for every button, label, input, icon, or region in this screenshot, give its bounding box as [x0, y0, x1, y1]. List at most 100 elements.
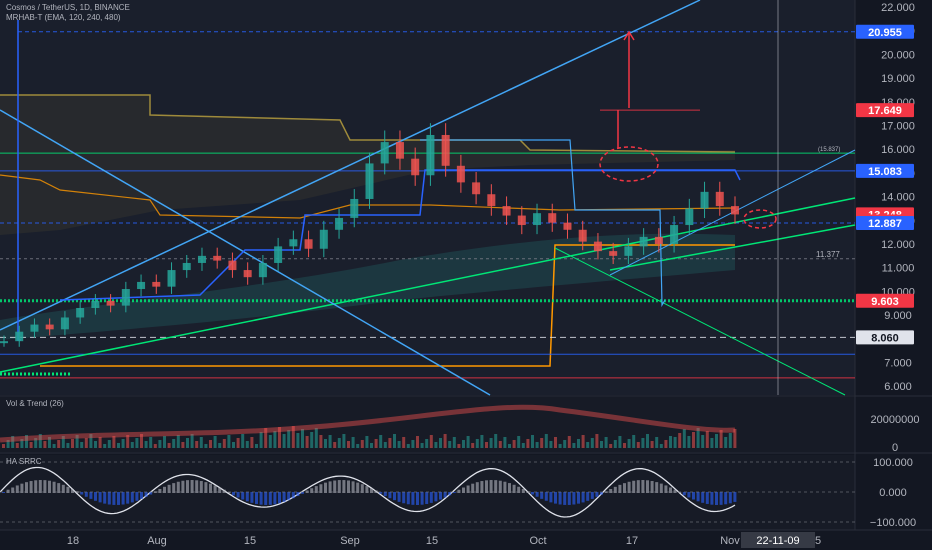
volume-bar — [347, 441, 350, 448]
oscillator-histogram — [370, 488, 373, 493]
volume-label[interactable]: Vol & Trend (26) — [6, 399, 64, 408]
price-label-text: 15.083 — [868, 166, 902, 178]
oscillator-histogram — [112, 492, 116, 505]
oscillator-histogram — [135, 492, 139, 501]
volume-bar — [673, 437, 677, 448]
volume-bar — [485, 442, 488, 448]
price-tick-label: 16.000 — [881, 144, 915, 156]
volume-bar — [374, 439, 378, 448]
candle-body — [578, 229, 587, 242]
volume-bar — [163, 436, 166, 448]
oscillator-histogram — [531, 492, 534, 495]
volume-bar — [627, 439, 631, 448]
time-tick-label: Nov — [720, 535, 740, 547]
volume-bar — [489, 438, 493, 448]
oscillator-histogram — [402, 492, 406, 504]
oscillator-histogram — [508, 483, 511, 493]
oscillator-histogram — [204, 482, 208, 493]
candle-body — [365, 163, 374, 199]
volume-tick-label: 20000000 — [871, 414, 920, 426]
oscillator-tick-label: 0.000 — [879, 487, 907, 499]
oscillator-histogram — [549, 492, 553, 503]
candlesticks — [0, 123, 739, 347]
oscillator-histogram — [724, 492, 728, 505]
price-label-text: 12.887 — [868, 218, 902, 230]
target-ellipse — [743, 209, 777, 229]
volume-bar — [512, 440, 516, 448]
oscillator-histogram — [52, 481, 56, 493]
volume-bar — [61, 436, 65, 448]
volume-bar — [733, 429, 737, 448]
volume-bar — [319, 435, 323, 448]
oscillator-histogram — [75, 491, 79, 493]
volume-bar — [370, 443, 373, 448]
volume-bar — [705, 431, 709, 448]
oscillator-histogram — [356, 482, 360, 493]
oscillator-histogram — [682, 492, 686, 496]
oscillator-histogram — [360, 484, 364, 493]
olive-line — [0, 94, 736, 153]
oscillator-histogram — [278, 492, 281, 504]
volume-bar — [66, 443, 70, 448]
volume-bar — [259, 432, 263, 448]
oscillator-histogram — [333, 480, 337, 493]
oscillator-histogram — [489, 480, 493, 493]
oscillator-histogram — [153, 491, 157, 493]
candle-body — [121, 289, 130, 306]
oscillator-histogram — [291, 492, 295, 499]
oscillator-histogram — [319, 484, 323, 493]
volume-bar — [687, 436, 691, 448]
volume-bar — [471, 443, 475, 448]
volume-trend — [0, 404, 736, 443]
candle-body — [700, 191, 709, 209]
volume-bar — [25, 435, 28, 448]
volume-bar — [494, 434, 498, 448]
candle-body — [243, 270, 252, 278]
oscillator-histogram — [728, 492, 732, 504]
volume-bar — [669, 436, 672, 448]
oscillator-histogram — [494, 480, 498, 493]
volume-bar — [508, 444, 511, 448]
oscillator-histogram — [66, 486, 70, 493]
oscillator-histogram — [107, 492, 111, 505]
candle-body — [502, 206, 511, 216]
volume-bar — [701, 435, 705, 448]
volume-bar — [544, 434, 548, 448]
volume-bar — [250, 437, 254, 448]
volume-bar — [190, 434, 194, 448]
volume-bar — [411, 440, 415, 448]
oscillator-histogram — [397, 492, 401, 502]
candle-body — [411, 158, 420, 176]
price-label-pill — [856, 293, 914, 308]
oscillator-label[interactable]: HA SRRC — [6, 457, 42, 466]
volume-bar — [535, 442, 539, 448]
volume-bar — [710, 438, 714, 448]
oscillator-histogram — [6, 489, 10, 493]
price-tick-label: 12.000 — [881, 239, 915, 251]
time-cursor-pill — [741, 532, 815, 548]
oscillator-histogram — [2, 492, 5, 493]
candle-body — [137, 281, 146, 290]
volume-bar — [71, 439, 74, 448]
volume-bar — [416, 436, 419, 448]
volume-bar — [558, 444, 562, 448]
oscillator-histogram — [411, 492, 415, 505]
oscillator-histogram — [61, 484, 65, 493]
volume-bar — [636, 442, 640, 448]
volume-bar — [84, 438, 88, 448]
oscillator-histogram — [393, 492, 396, 501]
oscillator-histogram — [186, 480, 189, 493]
oscillator-tick-label: 100.000 — [873, 457, 913, 469]
oscillator-histogram — [641, 480, 645, 493]
price-tick-label: 6.000 — [884, 381, 912, 393]
volume-bar — [581, 435, 585, 448]
price-tick-label: 9.000 — [884, 310, 912, 322]
oscillator-histogram — [434, 492, 438, 502]
volume-bar — [402, 437, 406, 448]
oscillator-histogram — [20, 483, 24, 493]
volume-bar — [158, 440, 162, 448]
oscillator-histogram — [255, 492, 258, 504]
volume-bar — [195, 441, 199, 448]
oscillator-histogram — [558, 492, 562, 505]
